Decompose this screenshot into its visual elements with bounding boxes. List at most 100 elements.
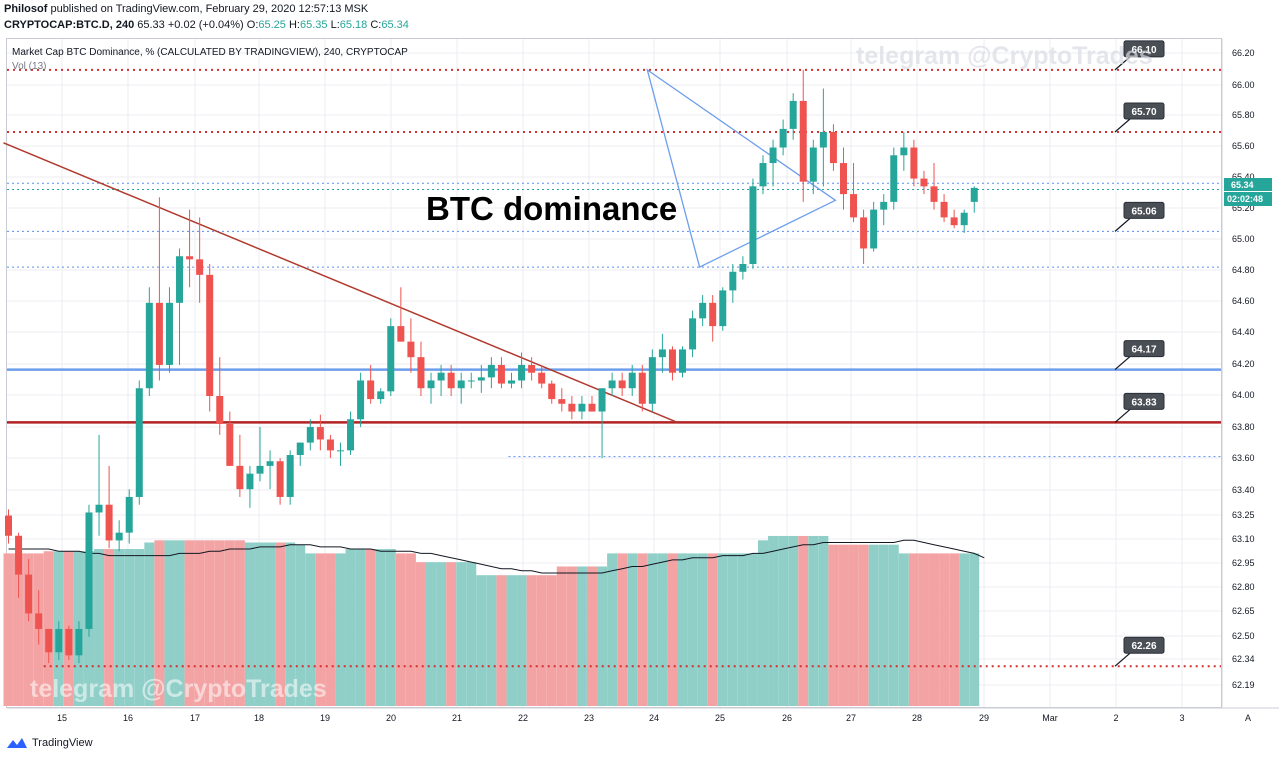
volume-bar: [375, 549, 386, 706]
time-tick-label: 17: [190, 713, 200, 723]
symmetrical-triangle: [646, 68, 837, 269]
candle-body: [518, 364, 526, 381]
volume-bar: [285, 542, 296, 706]
candle-body: [5, 515, 12, 536]
candle-body: [628, 372, 636, 389]
time-tick-label: 27: [846, 713, 856, 723]
volume-bar: [808, 535, 819, 706]
published-text: published on TradingView.com, February 2…: [50, 3, 369, 15]
price-tick-label: 62.19: [1232, 680, 1255, 690]
candle-body: [608, 380, 616, 389]
time-tick-label: 24: [649, 713, 659, 723]
tradingview-logo-icon: [7, 738, 27, 748]
downtrend-line: [3, 142, 678, 424]
time-tick-label: 20: [386, 713, 396, 723]
time-axis[interactable]: 15 16 17 18 19 20 21 22 23 24 25 26 27 28 29 Mar 2 3 A: [7, 707, 1279, 723]
volume-bar: [385, 549, 396, 706]
volume-bar: [13, 553, 24, 706]
candle-body: [638, 372, 646, 404]
candle-body: [326, 439, 334, 451]
candle-body: [457, 380, 465, 389]
candle-body: [256, 465, 264, 474]
volume-bar: [617, 553, 628, 706]
candle-body: [497, 364, 505, 384]
volume-bar: [204, 540, 215, 706]
watermark-bottom: telegram @CryptoTrades: [30, 675, 327, 703]
price-level-text: 63.83: [1131, 397, 1156, 408]
volume-bar: [325, 553, 336, 706]
volume-bar: [597, 566, 608, 706]
candle-body: [558, 399, 566, 404]
symbol: CRYPTOCAP:BTC.D, 240: [4, 19, 135, 31]
candle-body: [658, 349, 666, 358]
candle-body: [306, 427, 314, 443]
ohlc-line: CRYPTOCAP:BTC.D, 240 65.33 +0.02 (+0.04%…: [4, 19, 409, 31]
volume-bar: [888, 544, 899, 706]
time-tick-label: 29: [979, 713, 989, 723]
tradingview-footer[interactable]: TradingView: [6, 736, 93, 750]
price-tick-label: 62.95: [1232, 558, 1255, 568]
volume-bar: [124, 549, 135, 706]
time-tick-label: 28: [912, 713, 922, 723]
price-tick-label: 62.65: [1232, 606, 1255, 616]
volume-bar: [576, 566, 587, 706]
candle-body: [125, 496, 133, 533]
volume-bar: [345, 549, 356, 706]
candle-body: [65, 628, 73, 656]
volume-bar: [94, 549, 105, 706]
last-price: 65.33: [137, 19, 165, 31]
price-level-text: 64.17: [1131, 345, 1156, 356]
volume-bar: [355, 549, 366, 706]
time-tick-label: 15: [57, 713, 67, 723]
candle-body: [226, 423, 234, 466]
author[interactable]: Philosof: [4, 3, 48, 15]
candle-body: [809, 147, 817, 182]
candle-body: [427, 380, 435, 389]
price-level-labels: 66.10 65.70 65.06 64.17 63.83 62.26: [1114, 40, 1165, 667]
volume-bar: [607, 553, 618, 706]
ohlc-high-label: H:: [288, 19, 300, 31]
volume-bar: [758, 540, 768, 706]
candle-body: [447, 372, 455, 389]
candle-body: [870, 209, 878, 249]
candle-body: [799, 100, 807, 182]
volume-bar: [405, 553, 416, 706]
price-level-badge: [1123, 102, 1165, 120]
volume-bar: [456, 562, 467, 706]
price-tick-label: 64.60: [1232, 296, 1255, 306]
candle-body: [668, 349, 676, 373]
candle-body: [970, 187, 978, 202]
candle-body: [689, 318, 697, 350]
candle-body: [960, 212, 968, 226]
price-axis[interactable]: 66.20 66.00 65.80 65.60 65.40 65.20 65.00 64.80…: [1221, 39, 1272, 707]
candle-body: [829, 131, 837, 164]
candle-body: [719, 290, 727, 327]
volume-bar: [415, 562, 426, 706]
candle-body: [648, 357, 656, 404]
candle-body: [367, 380, 375, 400]
volume-bar: [918, 553, 929, 706]
volume-bar: [667, 553, 678, 706]
volume-bar: [798, 535, 809, 706]
candle-body: [940, 201, 948, 218]
volume-bar: [496, 575, 507, 706]
price-tick-label: 65.80: [1232, 110, 1255, 120]
volume-bar: [848, 544, 859, 706]
volume-bar: [818, 535, 829, 706]
price-level-badge: [1123, 40, 1165, 58]
time-tick-label: 3: [1179, 713, 1184, 723]
candle-body: [729, 271, 737, 291]
auto-scale-button[interactable]: A: [1245, 713, 1251, 723]
candle-body: [769, 147, 777, 164]
volume-bar: [244, 542, 255, 706]
volume-bar: [959, 553, 970, 706]
candle-body: [618, 380, 626, 389]
volume-bar: [506, 575, 517, 706]
volume-bar: [778, 535, 789, 706]
volume-bar: [898, 553, 909, 706]
volume-bar: [395, 553, 406, 706]
volume-bar: [295, 544, 306, 706]
candle-body: [839, 163, 847, 195]
volume-bar: [426, 562, 437, 706]
